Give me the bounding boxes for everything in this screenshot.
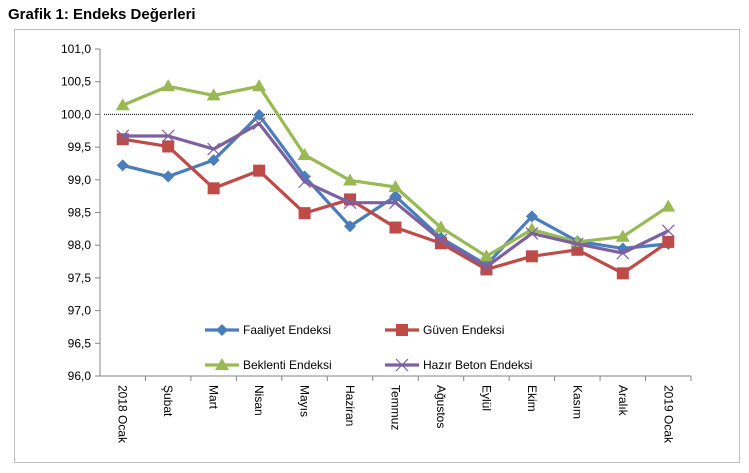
- data-point: [570, 237, 584, 251]
- y-tick-label: 97,5: [68, 271, 92, 285]
- data-point: [206, 88, 221, 101]
- data-point: [252, 117, 266, 130]
- data-point: [616, 267, 629, 280]
- y-tick-label: 100,0: [61, 107, 91, 121]
- data-point: [297, 147, 312, 160]
- x-tick-label: Ağustos: [434, 385, 448, 428]
- data-point: [615, 229, 630, 242]
- x-tick-label: Mayıs: [298, 385, 312, 417]
- data-point: [161, 79, 176, 92]
- data-point: [161, 129, 175, 143]
- data-point: [344, 220, 357, 233]
- x-tick-label: Nisan: [252, 385, 266, 416]
- data-point: [525, 210, 538, 223]
- data-point: [661, 199, 676, 212]
- series-line: [122, 137, 670, 275]
- data-point: [388, 179, 403, 192]
- y-tick-label: 99,0: [68, 173, 92, 187]
- chart-frame: [14, 29, 740, 463]
- legend-marker: [395, 358, 409, 372]
- data-point: [116, 129, 130, 143]
- y-tick-label: 97,0: [68, 304, 92, 318]
- legend-item: Beklenti Endeksi: [205, 358, 332, 372]
- legend-marker: [215, 358, 229, 370]
- x-tick-label: Haziran: [343, 385, 357, 426]
- x-tick-label: Ekim: [525, 385, 539, 412]
- data-point: [343, 173, 358, 186]
- data-point: [162, 170, 175, 183]
- y-tick-label: 96,0: [68, 369, 92, 383]
- legend-label: Beklenti Endeksi: [243, 358, 332, 372]
- series-hazır-beton-endeksi: [116, 117, 675, 274]
- legend-marker: [216, 324, 228, 336]
- x-tick-label: Eylül: [479, 385, 493, 411]
- data-point: [298, 207, 311, 220]
- legend-label: Faaliyet Endeksi: [243, 323, 331, 337]
- legend-marker: [396, 324, 408, 336]
- data-point: [434, 233, 448, 247]
- legend-item: Güven Endeksi: [385, 323, 504, 337]
- data-point: [616, 246, 630, 260]
- y-tick-label: 100,5: [61, 75, 91, 89]
- data-point: [253, 109, 266, 122]
- y-tick-label: 99,5: [68, 140, 92, 154]
- chart-title: Grafik 1: Endeks Değerleri: [8, 6, 196, 23]
- x-tick-label: 2019 Ocak: [661, 385, 675, 444]
- data-point: [298, 175, 312, 189]
- data-point: [253, 164, 266, 177]
- x-tick-label: Şubat: [161, 385, 175, 417]
- x-tick-label: Temmuz: [389, 385, 403, 430]
- data-point: [343, 196, 357, 210]
- data-point: [252, 79, 267, 92]
- legend-item: Hazır Beton Endeksi: [385, 358, 532, 372]
- data-point: [479, 260, 493, 274]
- data-point: [433, 220, 448, 233]
- data-point: [207, 154, 220, 167]
- y-tick-label: 101,0: [61, 42, 91, 56]
- legend-label: Güven Endeksi: [423, 323, 504, 337]
- x-tick-label: Kasım: [570, 385, 584, 419]
- x-tick-label: Aralık: [616, 385, 630, 417]
- data-point: [662, 235, 675, 248]
- data-point: [525, 227, 539, 240]
- data-point: [162, 140, 175, 153]
- series-beklenti-endeksi: [115, 79, 676, 262]
- x-tick-label: Mart: [207, 385, 221, 410]
- series-güven-endeksi: [116, 133, 675, 280]
- legend-item: Faaliyet Endeksi: [205, 323, 331, 337]
- data-point: [389, 221, 402, 234]
- data-point: [661, 224, 675, 238]
- y-tick-label: 96,5: [68, 336, 92, 350]
- data-point: [525, 250, 538, 263]
- data-point: [479, 249, 494, 262]
- data-point: [389, 196, 402, 210]
- legend-label: Hazır Beton Endeksi: [423, 358, 532, 372]
- data-point: [116, 159, 129, 172]
- data-point: [207, 142, 221, 156]
- data-point: [207, 182, 220, 195]
- data-point: [524, 222, 539, 235]
- data-point: [115, 98, 130, 111]
- y-tick-label: 98,5: [68, 206, 92, 220]
- y-tick-label: 98,0: [68, 238, 92, 252]
- x-tick-label: 2018 Ocak: [116, 385, 130, 444]
